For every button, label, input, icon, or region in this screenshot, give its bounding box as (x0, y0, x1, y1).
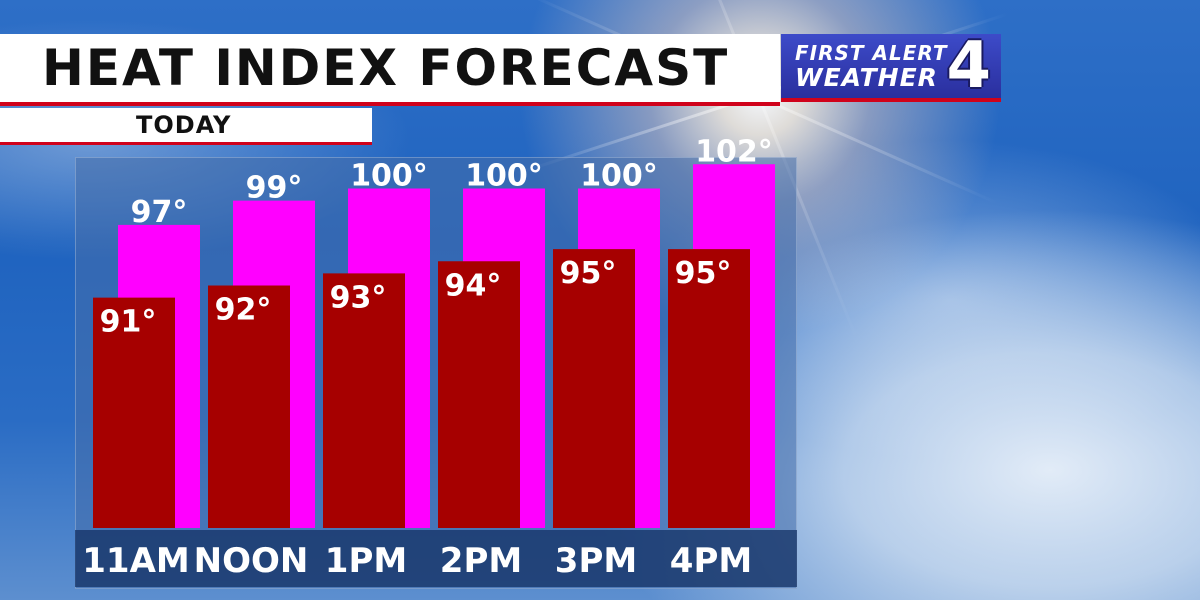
logo-text-weather: WEATHER (795, 63, 938, 92)
heat-index-value-label: 99° (246, 171, 303, 206)
x-tick-label: 3PM (555, 541, 637, 581)
x-tick-label: 11AM (82, 541, 189, 581)
temperature-bar (668, 249, 750, 528)
heat-index-value-label: 97° (131, 195, 188, 230)
x-tick-label: NOON (194, 541, 309, 581)
temperature-bar (93, 297, 175, 528)
x-tick-label: 2PM (440, 541, 522, 581)
temperature-value-label: 94° (445, 268, 502, 303)
heat-index-value-label: 100° (580, 159, 658, 194)
category-label-strip (75, 530, 797, 587)
x-tick-label: 1PM (325, 541, 407, 581)
title-bar: HEAT INDEX FORECAST (0, 34, 780, 106)
temperature-bar (553, 249, 635, 528)
heat-index-value-label: 102° (695, 134, 773, 169)
subtitle-bar: TODAY (0, 108, 372, 145)
temperature-bar (438, 261, 520, 528)
page-title: HEAT INDEX FORECAST (42, 39, 730, 97)
temperature-value-label: 95° (675, 256, 732, 291)
chart-subtitle: TODAY (136, 111, 232, 139)
x-tick-label: 4PM (670, 541, 752, 581)
logo-text-first-alert: FIRST ALERT (795, 41, 948, 65)
temperature-value-label: 92° (215, 293, 272, 328)
temperature-bar (208, 285, 290, 528)
station-logo: FIRST ALERT WEATHER 4 (781, 30, 1001, 102)
temperature-bar (323, 273, 405, 528)
temperature-value-label: 95° (560, 256, 617, 291)
temperature-value-label: 91° (100, 305, 157, 340)
heat-index-value-label: 100° (465, 159, 543, 194)
logo-channel-number: 4 (946, 29, 991, 103)
heat-index-value-label: 100° (350, 159, 428, 194)
temperature-value-label: 93° (330, 280, 387, 315)
